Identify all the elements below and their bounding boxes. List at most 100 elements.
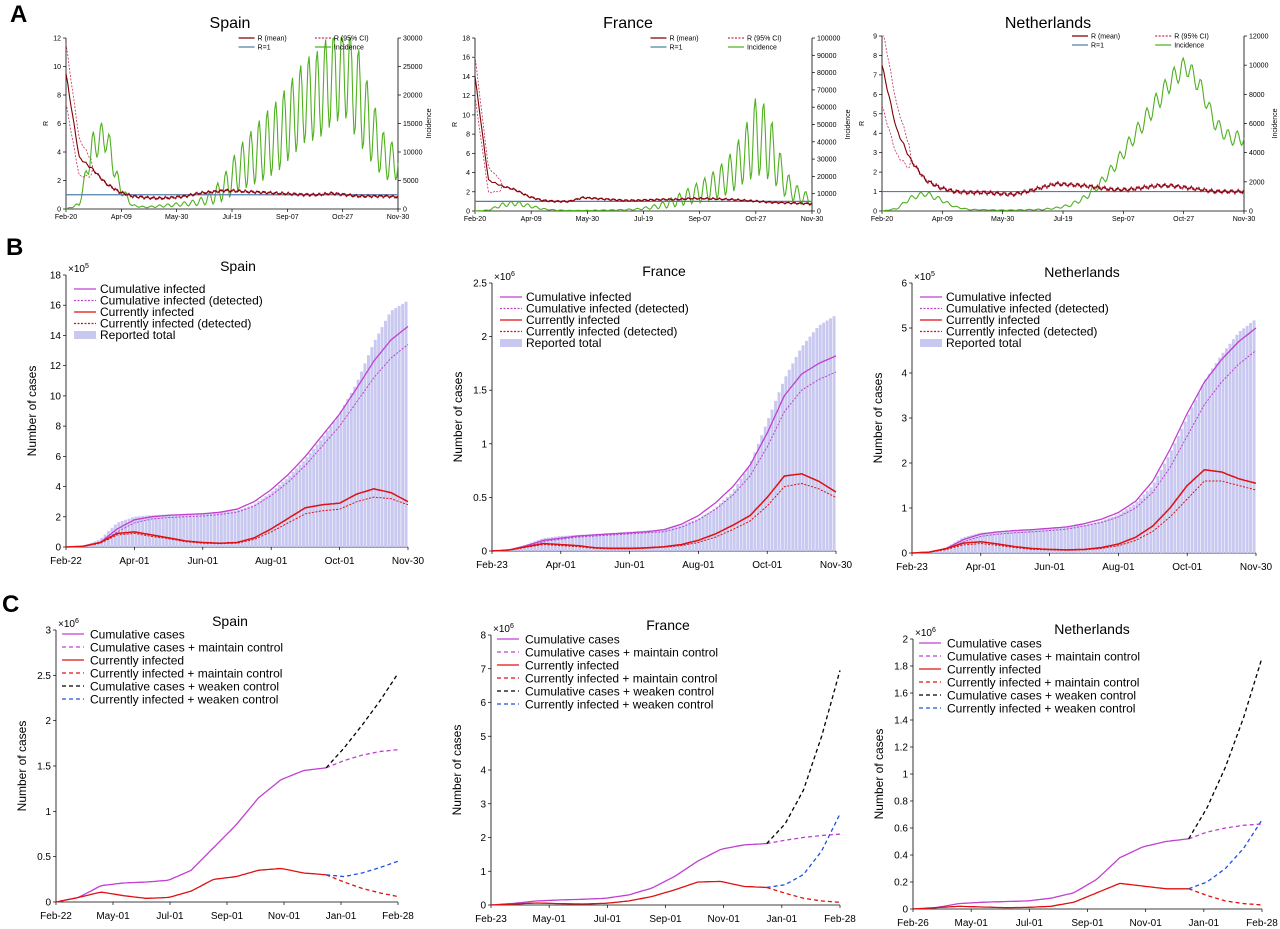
reported-total-bar bbox=[1214, 363, 1218, 553]
x-tick-label: Jan-01 bbox=[767, 914, 798, 925]
y-tick-label: 9 bbox=[873, 34, 877, 41]
y2-axis-label: Incidence bbox=[1272, 108, 1279, 138]
y2-tick-label: 40000 bbox=[817, 139, 837, 146]
reported-total-bar bbox=[832, 316, 836, 551]
y-tick-label: 6 bbox=[466, 151, 470, 158]
reported-total-bar bbox=[998, 531, 1001, 553]
reported-total-bar bbox=[1018, 530, 1022, 553]
reported-total-bar bbox=[722, 500, 726, 551]
reported-total-bar bbox=[615, 532, 619, 551]
multiplier-exp: 6 bbox=[510, 623, 514, 630]
reported-total-bar bbox=[801, 345, 805, 551]
reported-total-bar bbox=[1115, 515, 1118, 553]
y-tick-label: 0.4 bbox=[894, 851, 908, 862]
series-line-5 bbox=[766, 813, 841, 889]
y-axis-label: Number of cases bbox=[451, 372, 465, 463]
legend-label: R=1 bbox=[258, 45, 271, 52]
x-tick-label: Sep-07 bbox=[276, 214, 299, 221]
reported-total-bar bbox=[319, 440, 323, 547]
reported-total-bar bbox=[1135, 501, 1139, 553]
y-tick-label: 12 bbox=[53, 36, 61, 43]
reported-total-bar bbox=[373, 339, 377, 547]
reported-total-bar bbox=[1166, 457, 1170, 553]
reported-total-bar bbox=[1170, 450, 1173, 553]
reported-total-bar bbox=[343, 405, 346, 547]
reported-total-bar bbox=[1128, 506, 1132, 553]
reported-total-bar bbox=[1066, 526, 1070, 553]
series-line-2 bbox=[1188, 823, 1262, 840]
legend-label: Cumulative cases + maintain control bbox=[525, 646, 718, 660]
legend-label: Cumulative cases + maintain control bbox=[947, 650, 1140, 664]
reported-total-bar bbox=[1104, 519, 1108, 553]
reported-total-bar bbox=[760, 435, 764, 551]
y-tick-label: 1.5 bbox=[37, 762, 51, 773]
reported-total-bar bbox=[633, 531, 636, 551]
x-tick-label: Aug-01 bbox=[255, 556, 288, 567]
legend-label: Currently infected bbox=[100, 305, 194, 319]
y-tick-label: 0 bbox=[55, 543, 61, 554]
x-tick-label: Feb-26 bbox=[897, 918, 929, 929]
legend-label: Reported total bbox=[100, 328, 175, 342]
x-tick-label: Jan-01 bbox=[1189, 918, 1220, 929]
x-tick-label: May-30 bbox=[165, 214, 188, 221]
reported-total-bar bbox=[390, 310, 394, 547]
legend-label: Currently infected bbox=[946, 313, 1040, 327]
x-tick-label: Feb-28 bbox=[1246, 918, 1278, 929]
legend-label: R (mean) bbox=[258, 36, 287, 43]
y-tick-label: 1 bbox=[480, 867, 486, 878]
x-tick-label: Jun-01 bbox=[614, 560, 645, 571]
chart-c-spain: Spain 0 0.5 1 1.5 2 2.5 3 Feb-22 May-01 Jul-01 Sep-… bbox=[15, 613, 414, 922]
series-line-2 bbox=[325, 749, 399, 769]
r-ci-lower-line bbox=[881, 105, 1245, 198]
series-line-3 bbox=[911, 480, 1257, 554]
reported-total-bar bbox=[1011, 530, 1015, 553]
y-tick-label: 1.2 bbox=[894, 743, 908, 754]
series-line-1 bbox=[490, 880, 767, 906]
x-tick-label: Feb-22 bbox=[40, 911, 72, 922]
reported-total-bar bbox=[1145, 490, 1149, 553]
x-tick-label: Nov-30 bbox=[1233, 216, 1256, 223]
reported-total-bar bbox=[725, 496, 729, 551]
y-tick-label: 0 bbox=[480, 901, 486, 912]
reported-total-bar bbox=[746, 467, 750, 551]
reported-total-bar bbox=[387, 314, 391, 547]
y-tick-label: 2 bbox=[55, 512, 61, 523]
y2-tick-label: 90000 bbox=[817, 53, 837, 60]
incidence-line bbox=[474, 98, 813, 212]
reported-total-bar bbox=[567, 535, 571, 551]
reported-total-bar bbox=[1121, 511, 1125, 553]
reported-total-bar bbox=[695, 519, 698, 551]
reported-total-bar bbox=[584, 534, 588, 551]
y-tick-label: 2 bbox=[902, 635, 908, 646]
r-ci-lower-line bbox=[65, 103, 399, 201]
legend-label: Incidence bbox=[747, 45, 777, 52]
x-tick-label: Jul-19 bbox=[222, 214, 241, 221]
y2-axis-label: Incidence bbox=[426, 108, 433, 138]
reported-total-bar bbox=[168, 514, 172, 547]
y-tick-label: 3 bbox=[901, 414, 907, 425]
multiplier-label: ×106 bbox=[494, 271, 515, 283]
reported-total-bar bbox=[701, 515, 705, 551]
reported-total-bar bbox=[1180, 428, 1184, 553]
y-tick-label: 1.4 bbox=[894, 716, 908, 727]
x-tick-label: Nov-30 bbox=[1240, 562, 1273, 573]
r-ci-upper-line bbox=[65, 43, 399, 199]
reported-total-bar bbox=[650, 530, 654, 551]
reported-total-bar bbox=[353, 386, 357, 547]
y2-tick-label: 25000 bbox=[403, 64, 423, 71]
reported-total-bar bbox=[1046, 528, 1050, 553]
y-tick-label: 1.6 bbox=[894, 689, 908, 700]
chart-title: Spain bbox=[210, 15, 251, 32]
reported-total-bar bbox=[774, 400, 778, 551]
x-tick-label: Jul-19 bbox=[634, 216, 653, 223]
y-tick-label: 0 bbox=[902, 905, 908, 916]
y2-tick-label: 15000 bbox=[403, 121, 423, 128]
multiplier-base: ×10 bbox=[915, 628, 932, 639]
reported-total-bar bbox=[250, 505, 254, 547]
reported-total-bar bbox=[1097, 521, 1101, 553]
x-tick-label: Feb-23 bbox=[476, 560, 508, 571]
multiplier-label: ×106 bbox=[493, 623, 514, 635]
reported-total-bar bbox=[1056, 527, 1060, 553]
y-tick-label: 5 bbox=[873, 111, 877, 118]
legend-label: Incidence bbox=[334, 45, 364, 52]
